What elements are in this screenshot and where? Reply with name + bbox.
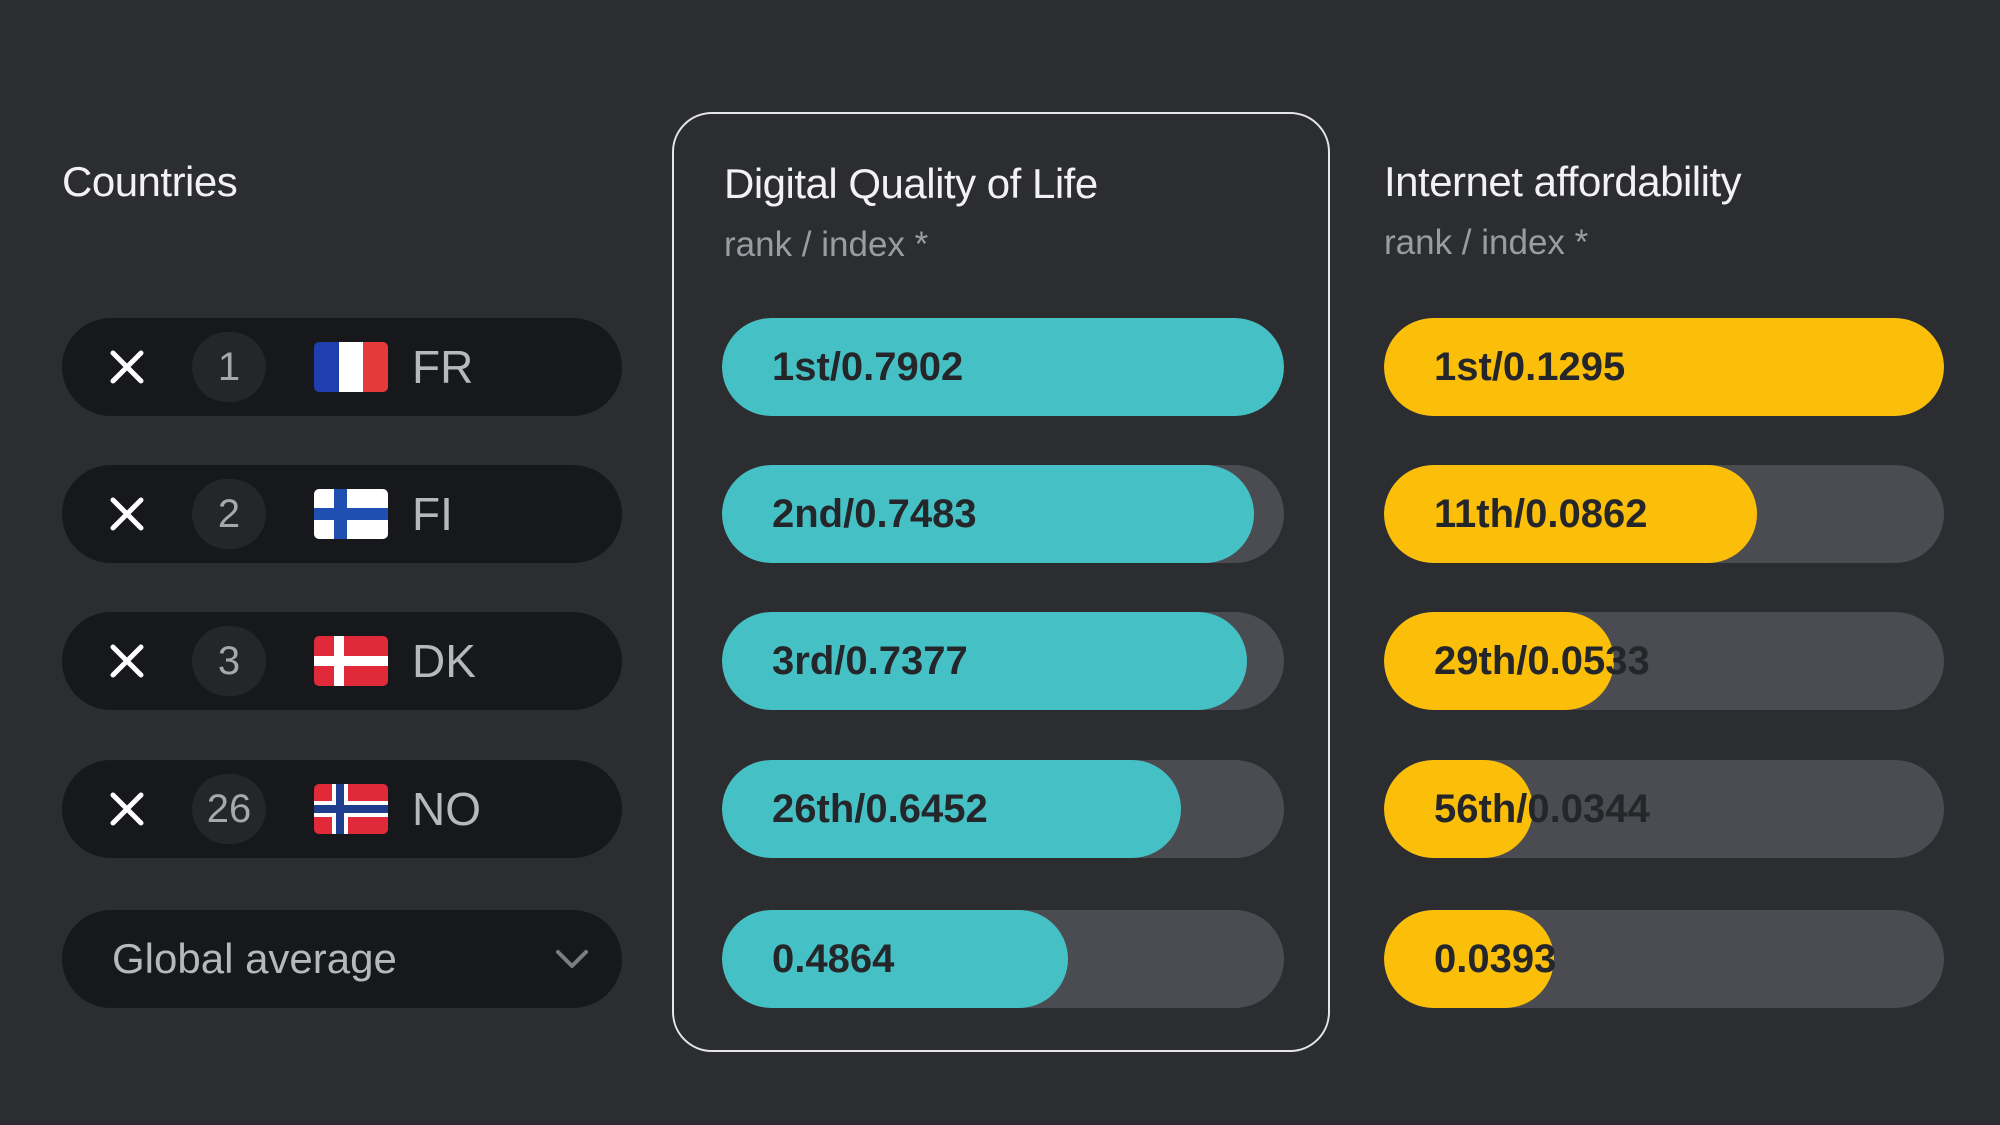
dqol-bar-label: 3rd/0.7377 [772, 639, 968, 683]
close-icon [110, 792, 144, 826]
dqol-column-subtitle: rank / index * [724, 225, 929, 264]
affordability-bar-fill [1384, 318, 1944, 416]
affordability-bar-label: 56th/0.0344 [1434, 787, 1650, 831]
norway-flag-icon [314, 784, 388, 834]
dqol-bar-label: 2nd/0.7483 [772, 492, 977, 536]
country-code: FR [412, 341, 474, 393]
dqol-bar-label: 1st/0.7902 [772, 345, 964, 389]
comparison-select-label: Global average [112, 935, 397, 982]
country-code: DK [412, 635, 476, 687]
affordability-bar-track: 1st/0.1295 [1384, 318, 1944, 416]
country-row-dk: 3 DK [62, 612, 622, 710]
countries-column-title: Countries [62, 158, 238, 205]
dqol-column-title: Digital Quality of Life [724, 160, 1098, 207]
remove-country-button[interactable] [102, 489, 152, 539]
affordability-bar-label: 0.0393 [1434, 937, 1557, 981]
france-flag-icon [314, 342, 388, 392]
remove-country-button[interactable] [102, 636, 152, 686]
affordability-bar-track: 0.0393 [1384, 910, 1944, 1008]
remove-country-button[interactable] [102, 342, 152, 392]
affordability-bar-track: 29th/0.0533 [1384, 612, 1944, 710]
affordability-bar-label: 29th/0.0533 [1434, 639, 1650, 683]
finland-flag-icon [314, 489, 388, 539]
dqol-bar-track: 3rd/0.7377 [722, 612, 1284, 710]
country-code: NO [412, 783, 481, 835]
rank-badge: 26 [192, 774, 266, 844]
dqol-bar-fill [722, 910, 1068, 1008]
affordability-bar-label: 1st/0.1295 [1434, 345, 1626, 389]
close-icon [110, 644, 144, 678]
country-row-no: 26 NO [62, 760, 622, 858]
affordability-column-subtitle: rank / index * [1384, 223, 1589, 262]
dqol-bar-track: 2nd/0.7483 [722, 465, 1284, 563]
affordability-bar-fill [1384, 465, 1757, 563]
rank-badge: 2 [192, 479, 266, 549]
dqol-highlight-panel [672, 112, 1330, 1052]
rank-badge: 1 [192, 332, 266, 402]
dqol-bar-fill [722, 760, 1181, 858]
dqol-bar-track: 0.4864 [722, 910, 1284, 1008]
dqol-bar-label: 26th/0.6452 [772, 787, 988, 831]
remove-country-button[interactable] [102, 784, 152, 834]
affordability-bar-fill [1384, 612, 1614, 710]
affordability-bar-label: 11th/0.0862 [1434, 492, 1648, 536]
affordability-bar-track: 11th/0.0862 [1384, 465, 1944, 563]
affordability-column-title: Internet affordability [1384, 158, 1742, 205]
dqol-bar-fill [722, 318, 1284, 416]
affordability-bar-fill [1384, 910, 1554, 1008]
country-row-fi: 2 FI [62, 465, 622, 563]
comparison-select[interactable]: Global average [62, 910, 622, 1008]
dqol-bar-label: 0.4864 [772, 937, 895, 981]
denmark-flag-icon [314, 636, 388, 686]
dqol-bar-fill [722, 465, 1254, 563]
chevron-down-icon [556, 950, 588, 968]
affordability-bar-track: 56th/0.0344 [1384, 760, 1944, 858]
country-code: FI [412, 488, 453, 540]
dqol-bar-fill [722, 612, 1247, 710]
dqol-bar-track: 1st/0.7902 [722, 318, 1284, 416]
dqol-bar-track: 26th/0.6452 [722, 760, 1284, 858]
affordability-bar-fill [1384, 760, 1533, 858]
close-icon [110, 497, 144, 531]
close-icon [110, 350, 144, 384]
country-row-fr: 1 FR [62, 318, 622, 416]
rank-badge: 3 [192, 626, 266, 696]
